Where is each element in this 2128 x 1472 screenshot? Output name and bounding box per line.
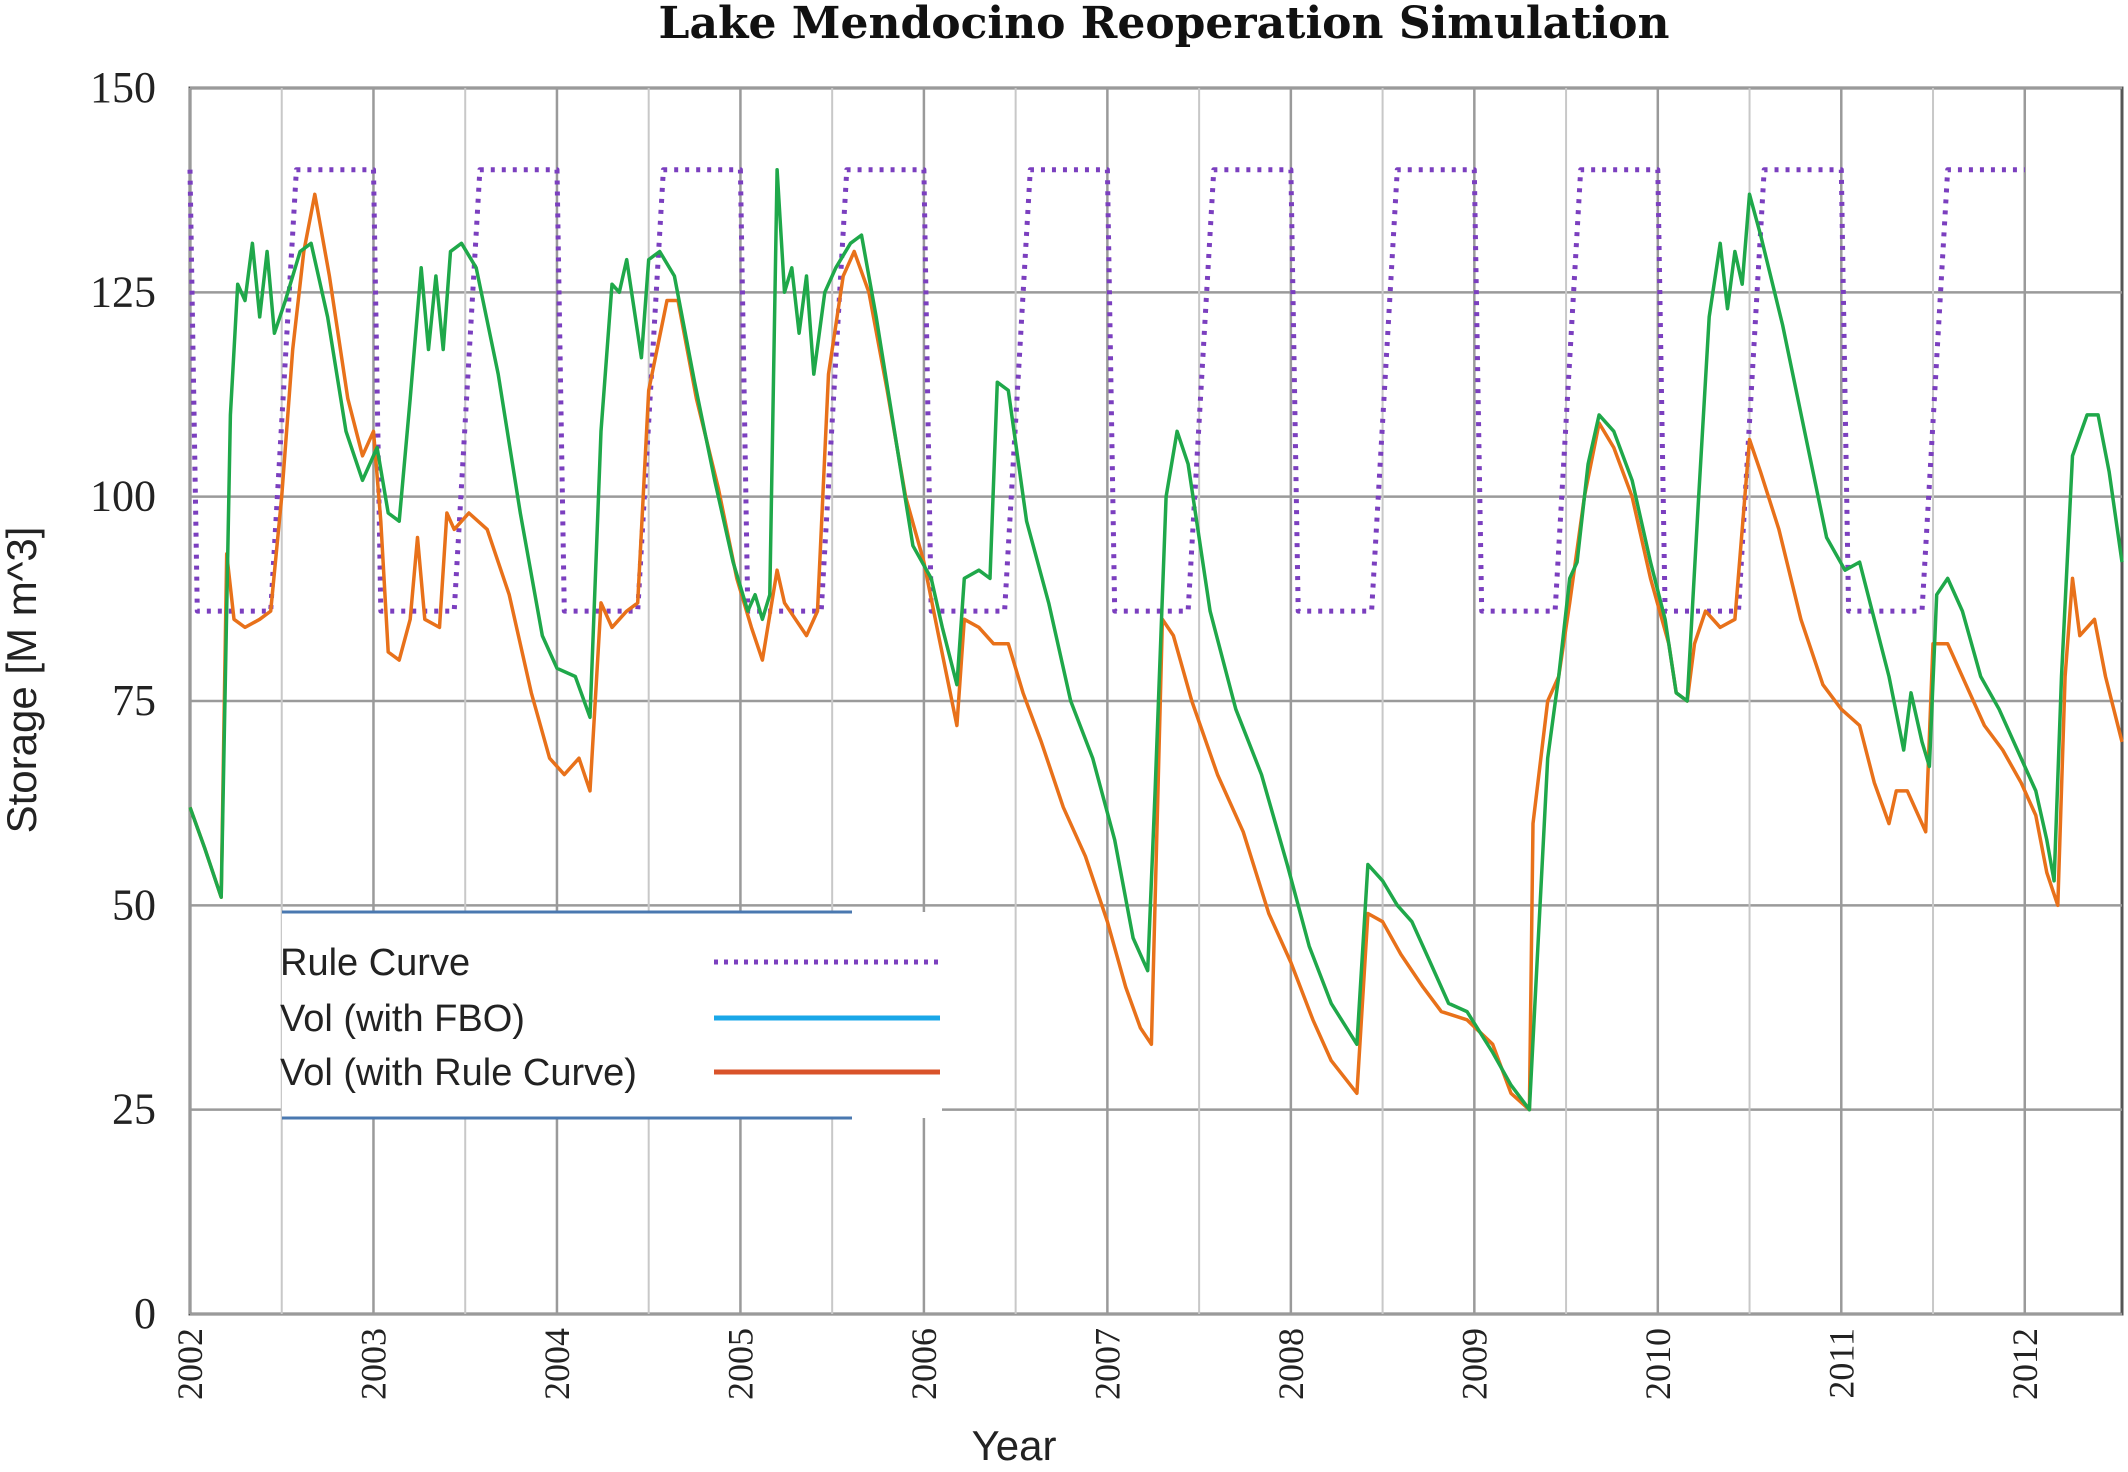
legend-box	[282, 912, 942, 1118]
series-line-vol-with-fbo	[188, 167, 2124, 1112]
y-tick-label: 0	[134, 1289, 156, 1338]
x-tick-label: 2007	[1087, 1328, 1127, 1400]
legend-label: Rule Curve	[280, 942, 470, 984]
series-line-vol-with-rule-curve	[188, 192, 2124, 1112]
y-tick-label: 125	[90, 267, 156, 316]
x-tick-label: 2005	[720, 1328, 760, 1400]
y-axis: 0 25 50 75 100 125 150	[90, 63, 156, 1338]
x-tick-label: 2002	[170, 1328, 210, 1400]
y-tick-label: 50	[112, 880, 156, 929]
series-layer	[187, 167, 2124, 1112]
chart-title: Lake Mendocino Reoperation Simulation	[659, 0, 1670, 49]
x-tick-label: 2008	[1271, 1328, 1311, 1400]
legend-label: Vol (with FBO)	[280, 998, 525, 1040]
x-tick-label: 2012	[2005, 1328, 2045, 1400]
y-tick-label: 25	[112, 1085, 156, 1134]
x-tick-label: 2004	[537, 1328, 577, 1400]
x-axis: 2002 2003 2004 2005 2006 2007 2008 2009 2010 2011…	[170, 1328, 2045, 1400]
y-axis-label: Storage [M m^3]	[0, 527, 45, 834]
y-tick-label: 100	[90, 472, 156, 521]
x-axis-label: Year	[972, 1422, 1057, 1469]
x-tick-label: 2010	[1638, 1328, 1678, 1400]
y-tick-label: 150	[90, 63, 156, 112]
legend-label: Vol (with Rule Curve)	[280, 1052, 637, 1094]
legend: Rule Curve Vol (with FBO) Vol (with Rule C…	[280, 910, 942, 1120]
x-tick-label: 2011	[1821, 1328, 1861, 1399]
x-tick-label: 2009	[1454, 1328, 1494, 1400]
y-tick-label: 75	[112, 676, 156, 725]
x-tick-label: 2006	[904, 1328, 944, 1400]
x-tick-label: 2003	[353, 1328, 393, 1400]
series-line-rule-curve	[187, 167, 2025, 614]
